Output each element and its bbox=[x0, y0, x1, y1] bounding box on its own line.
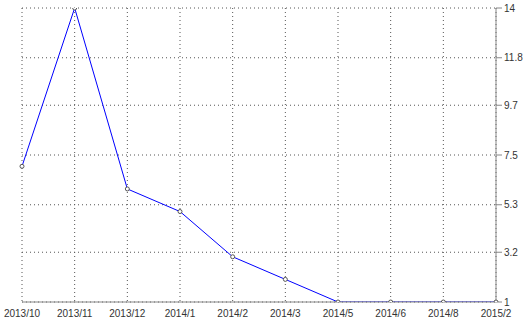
svg-text:1: 1 bbox=[504, 297, 510, 308]
svg-text:2013/12: 2013/12 bbox=[109, 308, 146, 319]
svg-text:5.3: 5.3 bbox=[504, 199, 518, 210]
svg-text:2014/1: 2014/1 bbox=[165, 308, 196, 319]
svg-text:2014/5: 2014/5 bbox=[323, 308, 354, 319]
svg-text:2014/3: 2014/3 bbox=[270, 308, 301, 319]
svg-text:3.2: 3.2 bbox=[504, 247, 518, 258]
svg-text:2014/6: 2014/6 bbox=[375, 308, 406, 319]
svg-text:2014/8: 2014/8 bbox=[428, 308, 459, 319]
svg-text:2014/2: 2014/2 bbox=[217, 308, 248, 319]
svg-text:11.8: 11.8 bbox=[504, 52, 522, 63]
svg-text:2013/11: 2013/11 bbox=[57, 308, 93, 319]
svg-text:14: 14 bbox=[504, 3, 516, 14]
svg-text:2013/10: 2013/10 bbox=[8, 308, 41, 319]
svg-text:7.5: 7.5 bbox=[504, 150, 518, 161]
svg-text:9.7: 9.7 bbox=[504, 100, 518, 111]
svg-text:2015/2: 2015/2 bbox=[481, 308, 512, 319]
